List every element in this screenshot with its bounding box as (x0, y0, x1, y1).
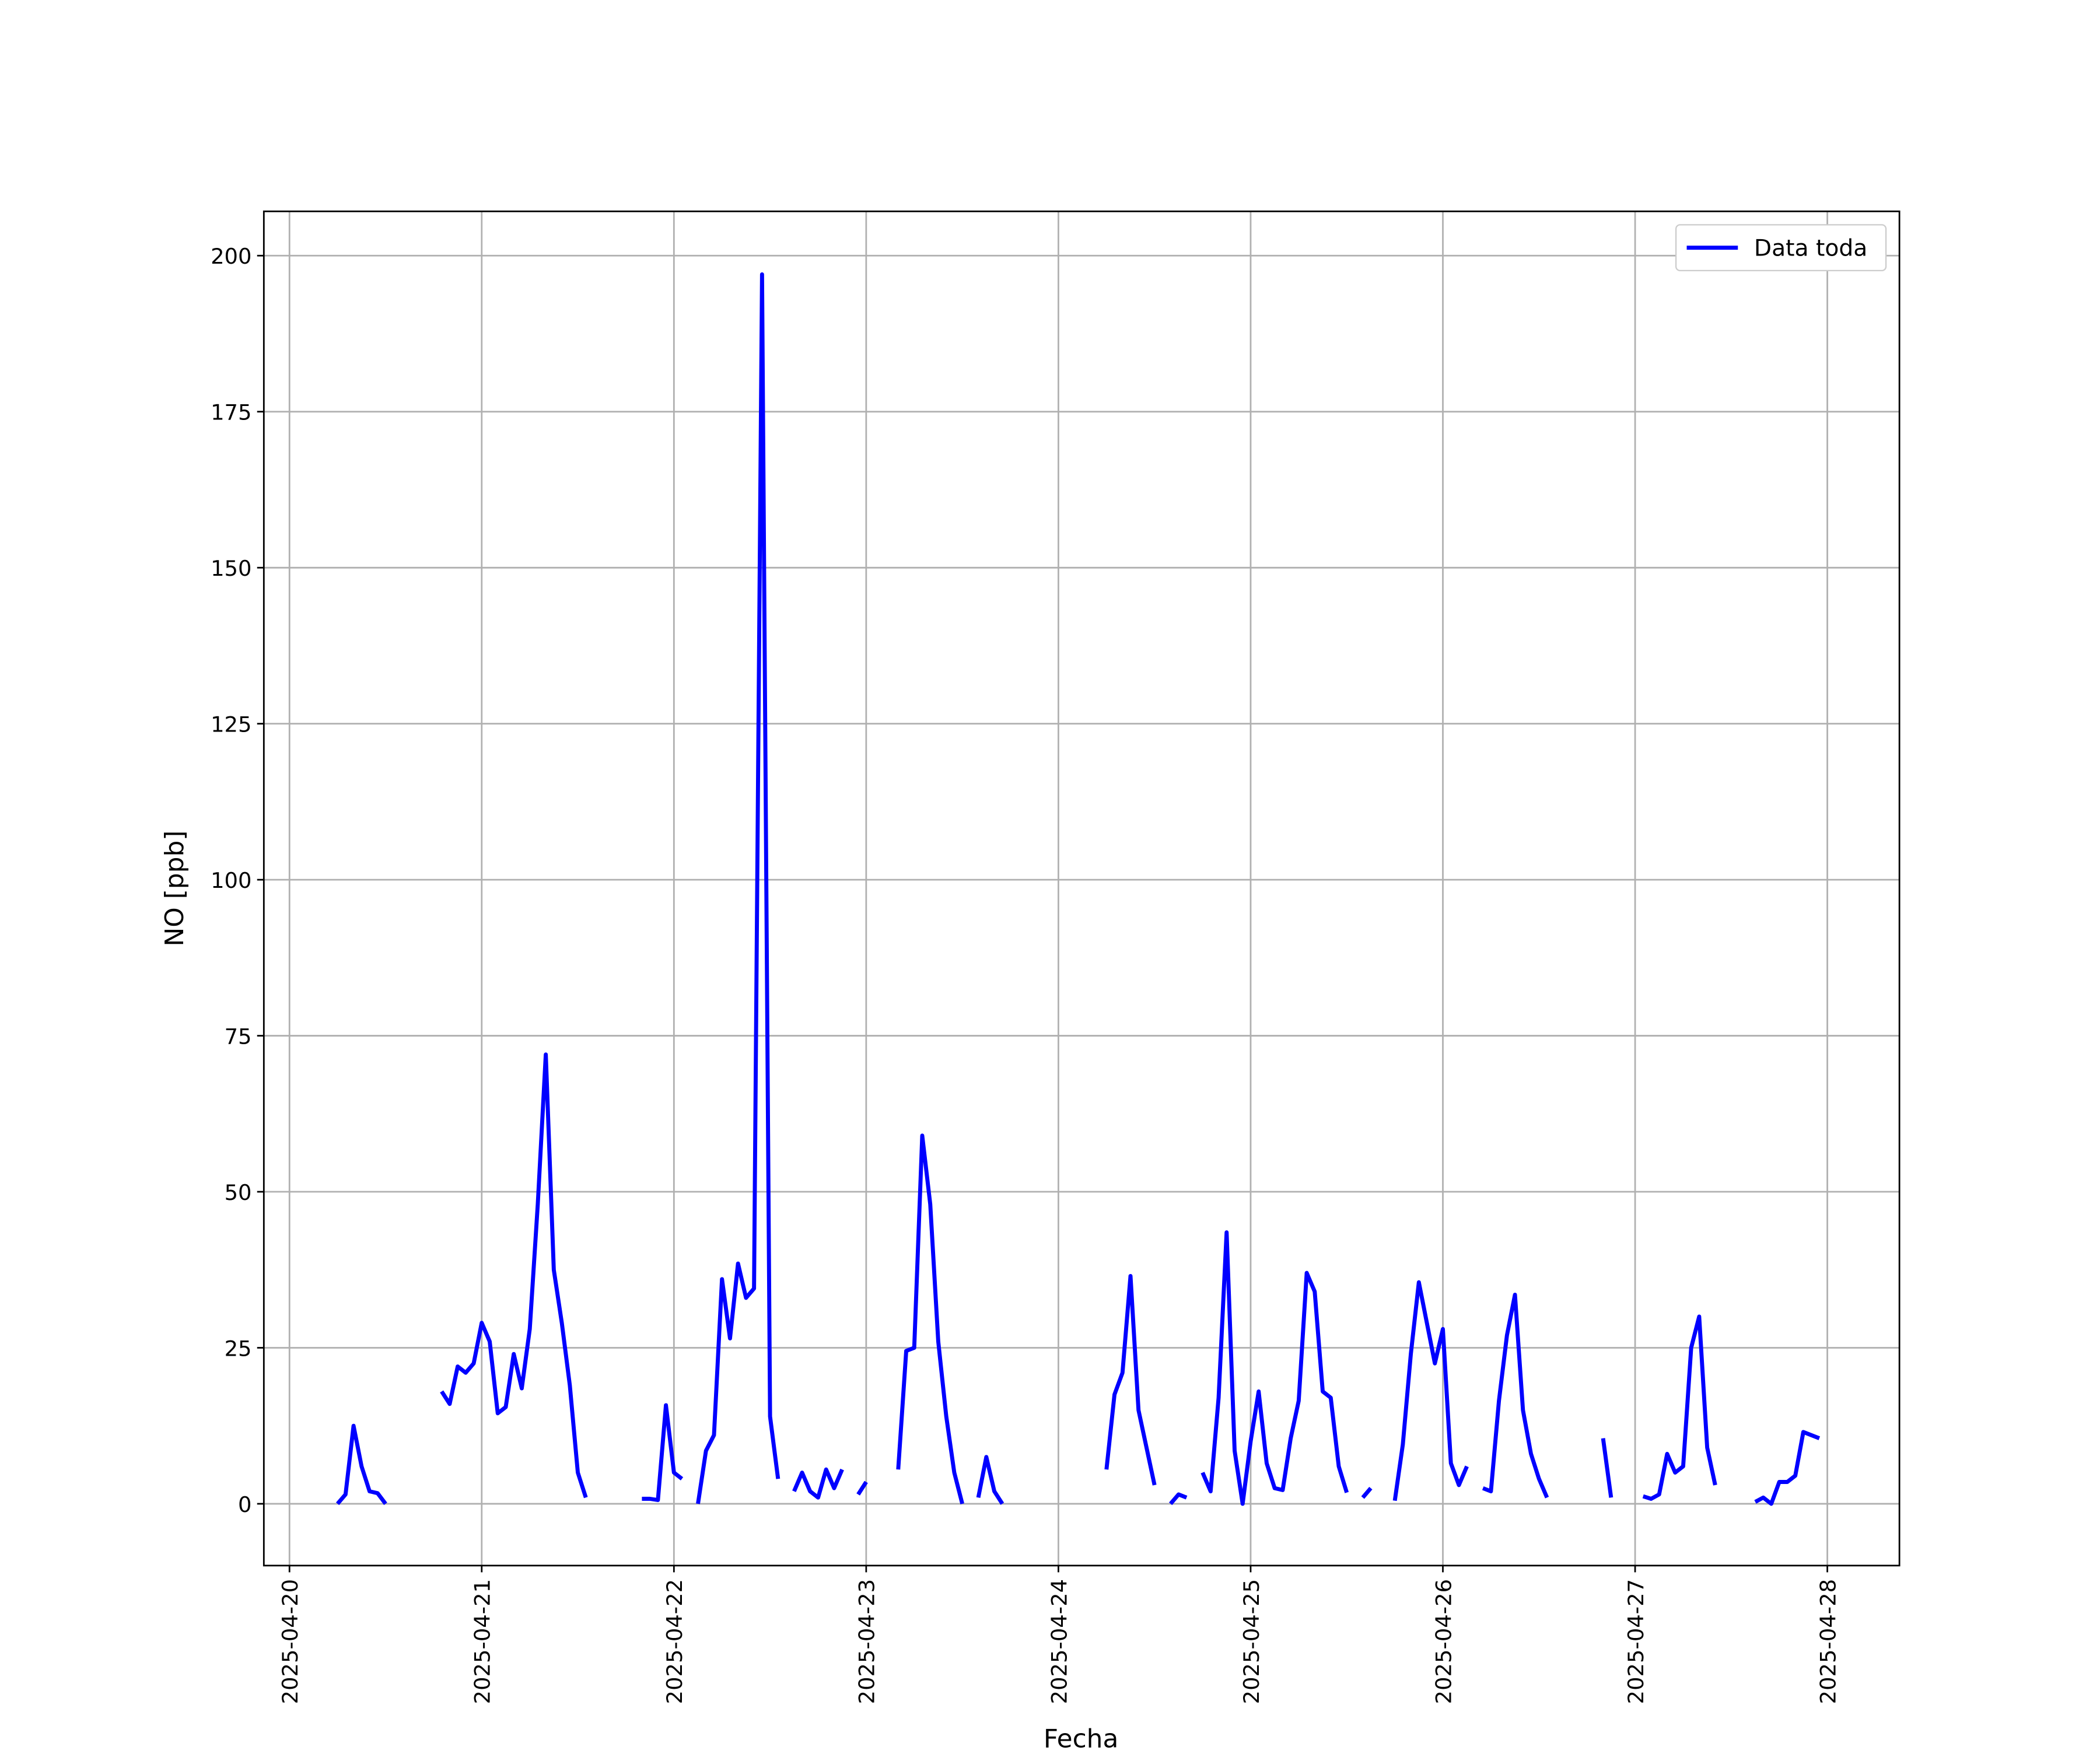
x-tick-label: 2025-04-23 (855, 1579, 880, 1704)
x-tick-label: 2025-04-26 (1431, 1579, 1456, 1704)
data-line (792, 1467, 844, 1500)
data-line (440, 1052, 588, 1499)
data-line (1392, 1280, 1469, 1502)
data-line (896, 1133, 964, 1504)
data-line (1361, 1486, 1373, 1499)
data-line (1104, 1273, 1157, 1486)
data-line (1482, 1293, 1549, 1499)
x-tick-label: 2025-04-27 (1623, 1579, 1648, 1704)
y-tick-label: 125 (211, 712, 251, 737)
y-tick-label: 25 (225, 1336, 252, 1361)
legend-label: Data toda (1754, 235, 1867, 261)
data-line (1754, 1430, 1821, 1506)
plot-frame (262, 210, 1901, 1567)
data-line (856, 1480, 868, 1496)
data-line (1200, 1230, 1349, 1506)
y-tick-label: 50 (225, 1180, 252, 1205)
data-line (642, 1403, 684, 1502)
x-tick-label: 2025-04-21 (470, 1579, 495, 1704)
y-axis-label: NO [ppb] (160, 831, 190, 947)
data-line (336, 1423, 387, 1506)
x-tick-label: 2025-04-24 (1046, 1579, 1072, 1704)
y-tick-label: 150 (211, 556, 251, 581)
data-line (1642, 1314, 1717, 1501)
data-line (1169, 1492, 1188, 1506)
x-tick-label: 2025-04-25 (1239, 1579, 1264, 1704)
y-tick-label: 175 (211, 400, 251, 425)
data-line (696, 272, 780, 1504)
legend-box (1675, 224, 1887, 271)
data-line (1601, 1438, 1614, 1498)
data-line (976, 1455, 1005, 1505)
x-tick-label: 2025-04-20 (278, 1579, 303, 1704)
y-tick-label: 200 (211, 244, 251, 269)
x-axis-label: Fecha (1044, 1724, 1119, 1750)
x-tick-label: 2025-04-28 (1815, 1579, 1840, 1704)
y-tick-label: 75 (225, 1024, 252, 1049)
legend: Data toda (1675, 224, 1887, 271)
y-tick-label: 0 (238, 1492, 251, 1517)
y-tick-label: 100 (211, 868, 251, 893)
x-tick-label: 2025-04-22 (662, 1579, 687, 1704)
